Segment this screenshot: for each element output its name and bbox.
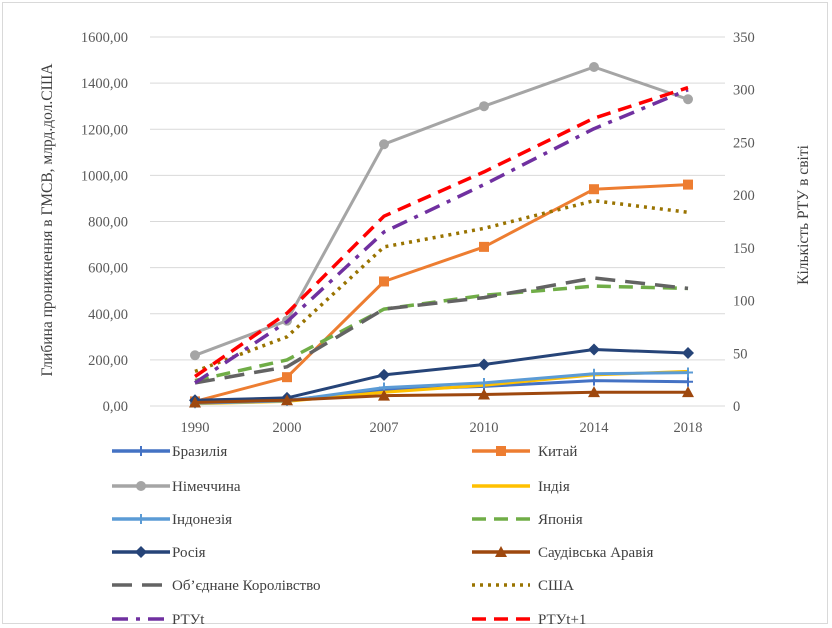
legend-label: Німеччина	[172, 479, 241, 495]
series-point	[683, 376, 693, 387]
y-tick-label: 1400,00	[81, 76, 128, 92]
series-point	[378, 389, 390, 401]
y2-axis-title: Кількість РТУ в світі	[795, 144, 812, 284]
legend-label: США	[538, 578, 574, 594]
legend-marker	[496, 446, 506, 456]
legend-label: Індія	[538, 479, 570, 495]
series-point	[478, 358, 490, 371]
series-point	[683, 94, 693, 105]
y2-tick-label: 100	[733, 294, 755, 310]
legend-label: РТУt+1	[538, 612, 586, 628]
y2-tick-label: 200	[733, 188, 755, 204]
series-point	[479, 241, 489, 252]
series-point	[683, 179, 693, 190]
x-tick-label: 2014	[580, 420, 610, 436]
series-point	[682, 386, 694, 398]
series-point	[589, 368, 599, 379]
series-point	[281, 394, 293, 406]
y2-tick-label: 300	[733, 83, 755, 99]
legend-marker	[136, 514, 146, 524]
series-point	[589, 61, 599, 72]
x-tick-label: 2007	[370, 420, 399, 436]
y-tick-label: 1200,00	[81, 122, 128, 138]
x-tick-label: 1990	[181, 420, 210, 436]
series-point	[589, 184, 599, 195]
series-point	[682, 346, 694, 359]
series-point	[282, 372, 292, 383]
y2-tick-label: 250	[733, 135, 755, 151]
y2-tick-label: 150	[733, 241, 755, 257]
y-tick-label: 800,00	[88, 215, 128, 231]
legend-label: Об’єднане Королівство	[172, 578, 321, 594]
series-line-7	[194, 390, 688, 404]
series-point	[683, 367, 693, 378]
legend-label: Китай	[538, 444, 577, 460]
series-point	[189, 396, 201, 408]
y-tick-label: 1600,00	[81, 30, 128, 46]
legend-label: Саудівська Аравія	[538, 545, 653, 561]
series-point	[478, 388, 490, 400]
y-tick-label: 200,00	[88, 353, 128, 369]
legend-label: Бразилія	[172, 444, 227, 460]
series-line-2	[194, 65, 689, 357]
series-line-5	[194, 284, 689, 383]
series-point	[379, 276, 389, 287]
series-point	[190, 350, 200, 361]
x-tick-label: 2000	[273, 420, 302, 436]
series-point	[379, 139, 389, 150]
legend-marker	[135, 546, 147, 558]
legend-label: Росія	[172, 545, 206, 561]
y2-tick-label: 0	[733, 399, 740, 415]
legend-label: Японія	[538, 512, 583, 528]
legend-marker	[136, 481, 146, 491]
series-line-8	[194, 276, 689, 385]
y-tick-label: 400,00	[88, 307, 128, 323]
series-line-9	[194, 198, 689, 374]
y-tick-label: 600,00	[88, 261, 128, 277]
y-tick-label: 1000,00	[81, 168, 128, 184]
x-tick-label: 2010	[470, 420, 499, 436]
legend-label: РТУt	[172, 612, 205, 628]
series-point	[479, 101, 489, 112]
legend-marker	[136, 446, 146, 456]
series-point	[378, 368, 390, 381]
series-point	[479, 377, 489, 388]
series-line-6	[194, 348, 689, 402]
legend-marker	[495, 546, 507, 557]
y2-tick-label: 50	[733, 346, 748, 362]
series-line-10	[194, 88, 689, 385]
y2-tick-label: 350	[733, 30, 755, 46]
y-axis-title: Глибина проникнення в ГМСВ, млрд.дол.США	[39, 63, 56, 377]
series-line-1	[194, 183, 689, 403]
x-tick-label: 2018	[674, 420, 703, 436]
series-point	[588, 386, 600, 398]
legend-label: Індонезія	[172, 512, 232, 528]
series-point	[588, 343, 600, 356]
series-line-11	[194, 85, 689, 378]
y-tick-label: 0,00	[103, 399, 128, 415]
